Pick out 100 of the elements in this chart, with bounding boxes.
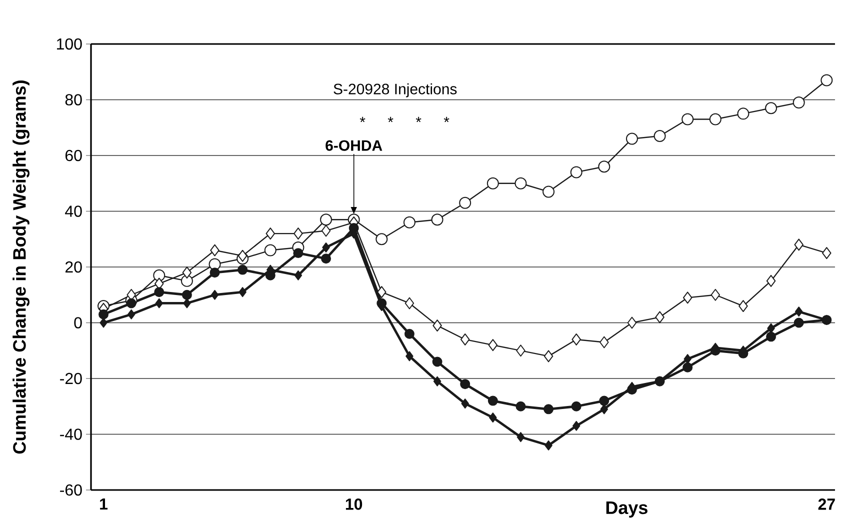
point <box>488 339 498 352</box>
point <box>127 309 136 320</box>
point <box>182 290 192 300</box>
y-tick-label: 20 <box>65 261 82 273</box>
point <box>571 401 582 412</box>
point <box>238 287 246 298</box>
point <box>98 309 109 320</box>
point <box>294 228 303 240</box>
point <box>765 102 778 114</box>
point <box>767 323 775 334</box>
point <box>820 74 833 86</box>
point <box>404 328 414 339</box>
point <box>710 288 720 301</box>
point <box>794 318 804 328</box>
point <box>321 224 331 237</box>
x-tick-label: 10 <box>346 498 362 510</box>
y-tick-label: 60 <box>65 150 82 162</box>
point <box>682 362 693 372</box>
y-tick-label: -60 <box>60 484 82 496</box>
point <box>182 266 192 279</box>
point <box>572 333 581 346</box>
annotation: * <box>416 116 422 122</box>
point <box>264 244 276 256</box>
point <box>794 238 804 251</box>
x-tick-label: 27 <box>818 498 835 510</box>
point <box>210 290 219 300</box>
point <box>600 404 608 414</box>
point <box>238 264 248 275</box>
point <box>293 248 304 258</box>
annotation: S-20928 Injections <box>334 83 457 98</box>
point <box>460 379 470 390</box>
point <box>238 250 248 262</box>
point <box>126 298 136 308</box>
point <box>461 398 469 409</box>
point <box>433 376 442 386</box>
point <box>794 306 803 317</box>
point <box>406 351 414 362</box>
point <box>377 286 386 298</box>
point <box>822 247 832 260</box>
point <box>516 432 525 442</box>
point <box>180 274 193 287</box>
point <box>155 298 164 308</box>
point <box>626 132 638 145</box>
y-tick-label: -20 <box>60 372 82 384</box>
point <box>542 186 555 198</box>
point <box>738 300 748 312</box>
point <box>432 320 442 332</box>
point <box>655 311 664 324</box>
point <box>682 292 692 304</box>
point <box>766 332 776 342</box>
point <box>153 269 166 282</box>
point <box>210 268 220 278</box>
point <box>544 440 552 450</box>
annotation: * <box>360 116 366 122</box>
point <box>154 287 164 298</box>
point <box>294 270 302 280</box>
annotation: 6-OHDA <box>326 140 382 151</box>
point <box>627 316 637 329</box>
point <box>432 356 442 367</box>
point <box>321 254 332 264</box>
x-tick-label: 1 <box>100 498 108 510</box>
point <box>183 298 191 308</box>
point <box>766 274 776 287</box>
point <box>486 177 499 190</box>
point <box>489 412 497 423</box>
point <box>682 113 694 126</box>
point <box>572 420 580 431</box>
y-tick-label: 40 <box>65 206 82 217</box>
annotation: * <box>388 116 394 122</box>
point <box>792 96 805 109</box>
y-tick-label: 80 <box>65 94 82 106</box>
point <box>516 344 526 357</box>
point <box>459 196 472 209</box>
y-tick-label: 0 <box>74 317 82 328</box>
point <box>460 333 470 346</box>
point <box>737 108 750 120</box>
y-tick-label: 100 <box>57 38 82 50</box>
point <box>488 396 498 406</box>
point <box>599 396 610 406</box>
point <box>516 401 526 412</box>
annotation: * <box>444 116 450 122</box>
point <box>544 404 554 414</box>
point <box>404 297 414 310</box>
point <box>100 318 108 328</box>
point <box>210 244 220 256</box>
point <box>570 166 582 178</box>
point <box>320 214 332 226</box>
point <box>376 233 388 246</box>
point <box>600 336 609 348</box>
point <box>403 216 416 228</box>
point <box>514 177 527 190</box>
point <box>684 354 692 364</box>
x-axis-title: Days <box>606 502 648 518</box>
point <box>322 242 330 252</box>
point <box>654 130 666 142</box>
point <box>266 228 276 240</box>
y-axis-title: Cumulative Change in Body Weight (grams) <box>12 80 30 454</box>
y-tick-label: -40 <box>60 428 82 440</box>
point <box>598 160 610 173</box>
point <box>431 214 444 226</box>
